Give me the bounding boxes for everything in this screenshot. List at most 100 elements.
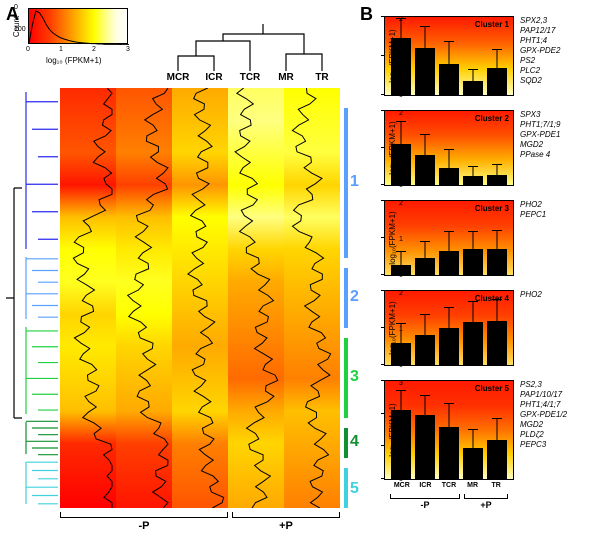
mini-bar	[415, 48, 435, 95]
panelb-xtick: MCR	[390, 482, 414, 489]
mini-bar	[463, 176, 483, 185]
bracket-label: +P	[232, 520, 340, 532]
cluster-number: 5	[350, 480, 359, 498]
cluster-number: 4	[350, 433, 359, 451]
mini-bar	[415, 155, 435, 185]
gene-name: PS2	[520, 56, 560, 66]
mini-bar	[463, 322, 483, 365]
panel-a-bottom-brackets: -P +P	[60, 510, 340, 534]
color-key-gradient	[28, 8, 128, 44]
mini-bar	[463, 448, 483, 479]
mini-bar	[439, 328, 459, 365]
panelb-xtick: TCR	[437, 482, 461, 489]
cluster-chart: Cluster 2012	[384, 110, 514, 186]
gene-name: GPX-PDE1	[520, 130, 560, 140]
cluster-bar	[344, 108, 348, 258]
mini-ylabel: log₁₀(FPKM+1)	[388, 301, 397, 354]
cluster-bar	[344, 268, 348, 328]
color-key-xtick: 2	[92, 46, 96, 53]
gene-name: PEPC3	[520, 440, 567, 450]
heatmap-column	[284, 88, 340, 508]
heatmap-column	[228, 88, 284, 508]
color-key-ytick: 0	[14, 4, 18, 11]
panelb-xtick: ICR	[414, 482, 438, 489]
row-dendrogram	[4, 88, 58, 508]
gene-name: PEPC1	[520, 210, 546, 220]
gene-name: PPase 4	[520, 150, 560, 160]
mini-ylabel: log₁₀(FPKM+1)	[388, 403, 397, 456]
mini-ylabel: log₁₀(FPKM+1)	[388, 121, 397, 174]
column-label: MCR	[160, 72, 196, 86]
mini-bar	[439, 427, 459, 479]
cluster-chart: Cluster 4012	[384, 290, 514, 366]
gene-list: SPX3PHT1;7/1;9GPX-PDE1MGD2PPase 4	[520, 110, 560, 160]
mini-ylabel: log₁₀(FPKM+1)	[388, 211, 397, 264]
panel-b: B Cluster 1012log₁₀(FPKM+1)SPX2,3PAP12/1…	[360, 0, 600, 551]
mini-bar	[391, 265, 411, 275]
column-label: TCR	[232, 72, 268, 86]
cluster-number: 3	[350, 368, 359, 386]
gene-list: SPX2,3PAP12/17PHT1;4GPX-PDE2PS2PLC2SQD2	[520, 16, 560, 86]
gene-name: MGD2	[520, 420, 567, 430]
cluster-chart: Cluster 1012	[384, 16, 514, 96]
gene-name: SPX3	[520, 110, 560, 120]
panel-a: A Count 0100 log₁₀ (FPKM+1) 0123	[0, 0, 360, 551]
gene-name: PAP1/10/17	[520, 390, 567, 400]
heatmap	[60, 88, 340, 508]
gene-name: PLC2	[520, 66, 560, 76]
bracket-label: +P	[464, 500, 508, 510]
color-key-histogram	[29, 9, 129, 45]
bracket	[232, 512, 340, 518]
panelb-xtick: TR	[484, 482, 508, 489]
gene-name: GPX-PDE2	[520, 46, 560, 56]
mini-bar	[415, 335, 435, 365]
bracket-label: -P	[390, 500, 460, 510]
heatmap-column	[116, 88, 172, 508]
cluster-number: 1	[350, 173, 359, 191]
gene-name: PHO2	[520, 200, 546, 210]
gene-name: MGD2	[520, 140, 560, 150]
column-label: TR	[304, 72, 340, 86]
gene-list: PHO2	[520, 290, 542, 300]
column-label: MR	[268, 72, 304, 86]
cluster-number: 2	[350, 288, 359, 306]
mini-bar	[463, 81, 483, 95]
panel-b-label: B	[360, 4, 373, 25]
bracket	[464, 494, 508, 499]
cluster-bar	[344, 468, 348, 508]
gene-list: PHO2PEPC1	[520, 200, 546, 220]
heatmap-column	[172, 88, 228, 508]
color-key-xlabel: log₁₀ (FPKM+1)	[46, 56, 102, 65]
mini-bar	[439, 251, 459, 275]
mini-bar	[487, 440, 507, 479]
cluster-chart: Cluster 3012	[384, 200, 514, 276]
mini-bar	[487, 321, 507, 365]
color-key: Count 0100 log₁₀ (FPKM+1) 0123	[28, 8, 128, 70]
mini-bar	[463, 249, 483, 275]
column-label: ICR	[196, 72, 232, 86]
gene-name: PHT1;4/1;7	[520, 400, 567, 410]
color-key-xtick: 1	[59, 46, 63, 53]
figure: A Count 0100 log₁₀ (FPKM+1) 0123	[0, 0, 600, 551]
gene-name: PHT1;4	[520, 36, 560, 46]
gene-name: PHO2	[520, 290, 542, 300]
bracket	[60, 512, 228, 518]
cluster-chart: Cluster 50123	[384, 380, 514, 480]
gene-name: GPX-PDE1/2	[520, 410, 567, 420]
mini-bar	[415, 258, 435, 275]
mini-ylabel: log₁₀(FPKM+1)	[388, 29, 397, 82]
mini-bar	[415, 415, 435, 479]
color-key-xtick: 3	[126, 46, 130, 53]
bracket	[390, 494, 460, 499]
gene-name: SPX2,3	[520, 16, 560, 26]
color-key-ytick: 100	[14, 26, 26, 33]
color-key-xtick: 0	[26, 46, 30, 53]
gene-name: PAP12/17	[520, 26, 560, 36]
mini-bar	[487, 249, 507, 275]
column-dendrogram	[160, 16, 340, 71]
gene-name: PHT1;7/1;9	[520, 120, 560, 130]
mini-bar	[487, 175, 507, 185]
bracket-label: -P	[60, 520, 228, 532]
column-labels: MCRICRTCRMRTR	[160, 72, 340, 86]
gene-list: PS2,3PAP1/10/17PHT1;4/1;7GPX-PDE1/2MGD2P…	[520, 380, 567, 450]
